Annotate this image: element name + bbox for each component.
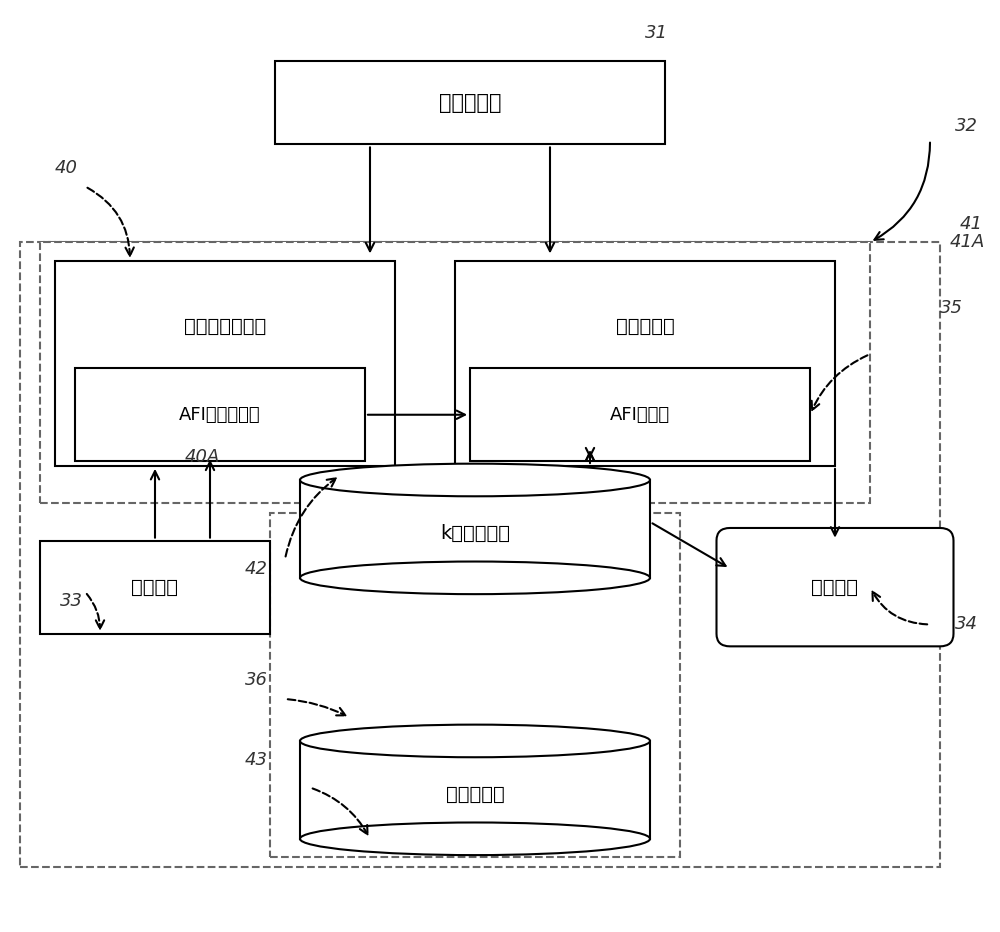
Ellipse shape <box>300 561 650 595</box>
Text: 32: 32 <box>955 116 978 135</box>
Text: 图像数据库: 图像数据库 <box>446 786 504 804</box>
Text: k空间数据库: k空间数据库 <box>440 525 510 543</box>
Text: 33: 33 <box>60 592 83 610</box>
Ellipse shape <box>300 725 650 757</box>
Text: 数据处理部: 数据处理部 <box>616 317 674 336</box>
Text: 输入装置: 输入装置 <box>132 578 178 596</box>
Text: 40A: 40A <box>185 447 220 466</box>
FancyBboxPatch shape <box>20 242 940 867</box>
FancyBboxPatch shape <box>270 513 680 857</box>
Text: 35: 35 <box>940 298 963 317</box>
FancyBboxPatch shape <box>40 541 270 634</box>
FancyBboxPatch shape <box>55 261 395 466</box>
Text: AFI处理部: AFI处理部 <box>610 405 670 424</box>
Text: 36: 36 <box>245 671 268 690</box>
Text: 41A: 41A <box>950 233 985 252</box>
Ellipse shape <box>300 822 650 856</box>
Ellipse shape <box>300 464 650 496</box>
FancyBboxPatch shape <box>300 480 650 578</box>
Text: 34: 34 <box>955 615 978 634</box>
Text: 41: 41 <box>960 214 983 233</box>
Text: 显示装置: 显示装置 <box>812 578 858 596</box>
FancyBboxPatch shape <box>40 242 870 503</box>
FancyBboxPatch shape <box>716 528 954 647</box>
Text: 42: 42 <box>245 559 268 578</box>
FancyBboxPatch shape <box>75 368 365 461</box>
Text: AFI条件设定部: AFI条件设定部 <box>179 405 261 424</box>
Text: 序列控制器: 序列控制器 <box>439 92 501 113</box>
FancyBboxPatch shape <box>275 61 665 144</box>
Text: 31: 31 <box>645 23 668 42</box>
FancyBboxPatch shape <box>470 368 810 461</box>
Text: 摄像条件设定部: 摄像条件设定部 <box>184 317 266 336</box>
Text: 43: 43 <box>245 750 268 769</box>
FancyBboxPatch shape <box>300 741 650 839</box>
Text: 40: 40 <box>55 158 78 177</box>
FancyBboxPatch shape <box>455 261 835 466</box>
